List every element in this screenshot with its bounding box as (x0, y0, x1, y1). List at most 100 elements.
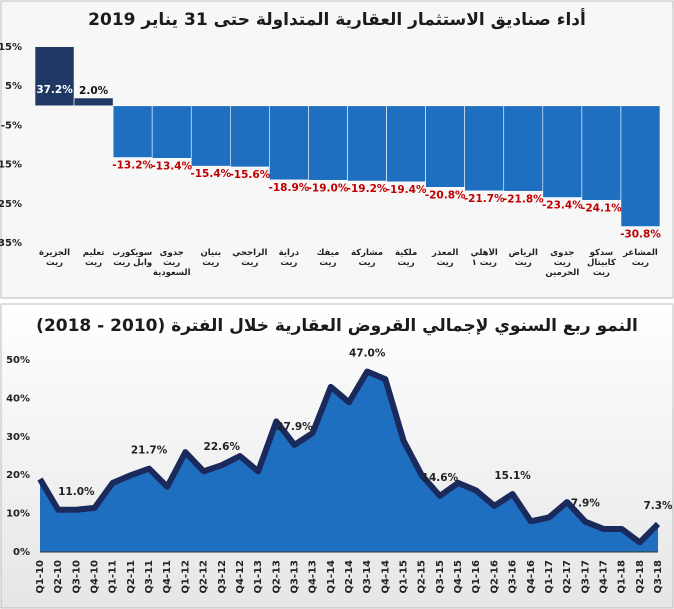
x-tick-label: Q1-14 (326, 560, 337, 594)
x-tick-label: الراجحي ريت (232, 248, 268, 269)
x-tick-label: Q3-11 (144, 560, 155, 594)
x-tick-label: Q1-15 (399, 560, 410, 594)
x-tick-label: جدوى ريت السعودية (153, 248, 191, 278)
x-tick-label-text: بنيان ريت (200, 248, 222, 269)
value-label: 14.6% (422, 472, 459, 484)
value-label: -30.8% (620, 229, 661, 241)
x-tick-label: Q4-11 (162, 560, 173, 594)
value-label: 15.1% (494, 470, 531, 482)
x-tick-label: المعذر ريت (431, 248, 459, 269)
value-label: 2.0% (79, 85, 109, 97)
x-tick-label: Q3-13 (289, 560, 300, 594)
bar (620, 105, 660, 227)
x-tick-label: Q2-11 (126, 560, 137, 594)
bar (151, 105, 192, 159)
x-tick-label-text: جدوى ريت الحرمين (545, 248, 580, 279)
bar (542, 105, 583, 198)
bar (269, 105, 309, 181)
bar (347, 105, 387, 182)
bar (425, 105, 465, 188)
value-label: -13.4% (151, 160, 192, 172)
x-tick-label: Q1-16 (471, 560, 482, 594)
x-tick-label-text: الأهلي ريت ١ (470, 248, 498, 269)
x-tick-label-text: الرياض ريت (508, 248, 538, 269)
value-label: 7.9% (571, 498, 601, 510)
value-label: -13.2% (112, 160, 153, 172)
y-tick-label: 5% (5, 81, 22, 92)
x-tick-label: ملكية ريت (394, 248, 418, 269)
x-tick-label: Q2-16 (489, 560, 500, 594)
bar (190, 105, 231, 167)
x-tick-label: Q2-14 (344, 560, 355, 594)
x-tick-label: Q2-13 (271, 560, 282, 594)
bar (386, 105, 426, 183)
x-tick-label: الأهلي ريت ١ (470, 248, 498, 269)
x-tick-label: Q1-10 (35, 560, 46, 594)
bar (35, 47, 75, 107)
x-tick-label: Q3-18 (653, 560, 664, 594)
x-tick-label: ميفك ريت (316, 248, 340, 269)
x-tick-label-text: ميفك ريت (316, 248, 340, 269)
value-label: -19.0% (308, 182, 349, 194)
bar (112, 105, 153, 158)
value-label: 7.3% (643, 500, 673, 512)
x-tick-label: Q4-14 (380, 560, 391, 594)
value-label: -15.6% (229, 169, 270, 181)
x-tick-label: دراية ريت (278, 248, 300, 269)
y-tick-label: 15% (0, 42, 22, 53)
value-label: -19.2% (347, 183, 388, 195)
y-tick-label: -5% (1, 120, 22, 131)
value-label: -23.4% (542, 200, 583, 212)
y-tick-label: -25% (0, 199, 22, 210)
y-tick-label: 10% (6, 509, 30, 520)
x-tick-label: Q2-15 (417, 560, 428, 594)
value-label: -18.9% (269, 182, 310, 194)
y-tick-label: 30% (6, 432, 30, 443)
x-tick-label: Q3-15 (435, 560, 446, 594)
x-tick-label: Q4-15 (453, 560, 464, 594)
bar (581, 105, 622, 201)
x-tick-label: المشاعر ريت (623, 248, 658, 268)
x-tick-label-text: المعذر ريت (431, 248, 459, 269)
x-tick-label-text: الراجحي ريت (232, 248, 268, 269)
bar (308, 105, 348, 181)
x-tick-label: Q3-14 (362, 560, 373, 594)
y-tick-label: -15% (0, 160, 22, 171)
y-tick-label: 40% (6, 393, 30, 404)
chart-title: أداء صناديق الاستثمار العقارية المتداولة… (88, 8, 586, 30)
x-tick-label: Q1-13 (253, 560, 264, 594)
x-tick-label: الرياض ريت (508, 248, 538, 269)
x-tick-label: سويكورب وابل ريت (113, 248, 153, 269)
x-tick-label: Q1-12 (180, 560, 191, 594)
x-tick-label: Q3-17 (580, 560, 591, 594)
value-label: 21.7% (131, 445, 168, 457)
y-tick-label: 0% (13, 547, 30, 558)
x-tick-label-text: مشاركة ريت (350, 248, 384, 269)
x-tick-label: سدكو كابيتال ريت (586, 248, 616, 279)
x-tick-label: جدوى ريت الحرمين (545, 248, 580, 279)
y-tick-label: 20% (6, 470, 30, 481)
x-tick-label-text: سويكورب وابل ريت (113, 248, 153, 269)
x-tick-label: Q4-13 (308, 560, 319, 594)
x-tick-label: Q1-11 (108, 560, 119, 594)
area (40, 371, 658, 552)
value-label: 37.2% (36, 84, 73, 96)
value-label: -15.4% (190, 168, 231, 180)
x-tick-label-text: دراية ريت (278, 248, 300, 269)
bar (230, 105, 270, 168)
x-tick-label: Q2-17 (562, 560, 573, 594)
plot (35, 47, 660, 227)
x-tick-label-text: ملكية ريت (394, 248, 418, 269)
value-label: 47.0% (349, 348, 386, 360)
x-tick-label: Q2-18 (635, 560, 646, 594)
x-tick-label: Q4-16 (526, 560, 537, 594)
x-tick-label: Q3-16 (508, 560, 519, 594)
x-tick-label-text: سدكو كابيتال ريت (586, 248, 616, 279)
x-tick-label: Q2-10 (53, 560, 64, 594)
x-tick-label: Q3-12 (217, 560, 228, 594)
x-tick-label: Q4-17 (598, 560, 609, 594)
x-tick-label: تعليم ريت (82, 248, 105, 269)
x-tick-label: الجزيرة ريت (39, 248, 70, 268)
x-tick-label-text: تعليم ريت (82, 248, 105, 269)
